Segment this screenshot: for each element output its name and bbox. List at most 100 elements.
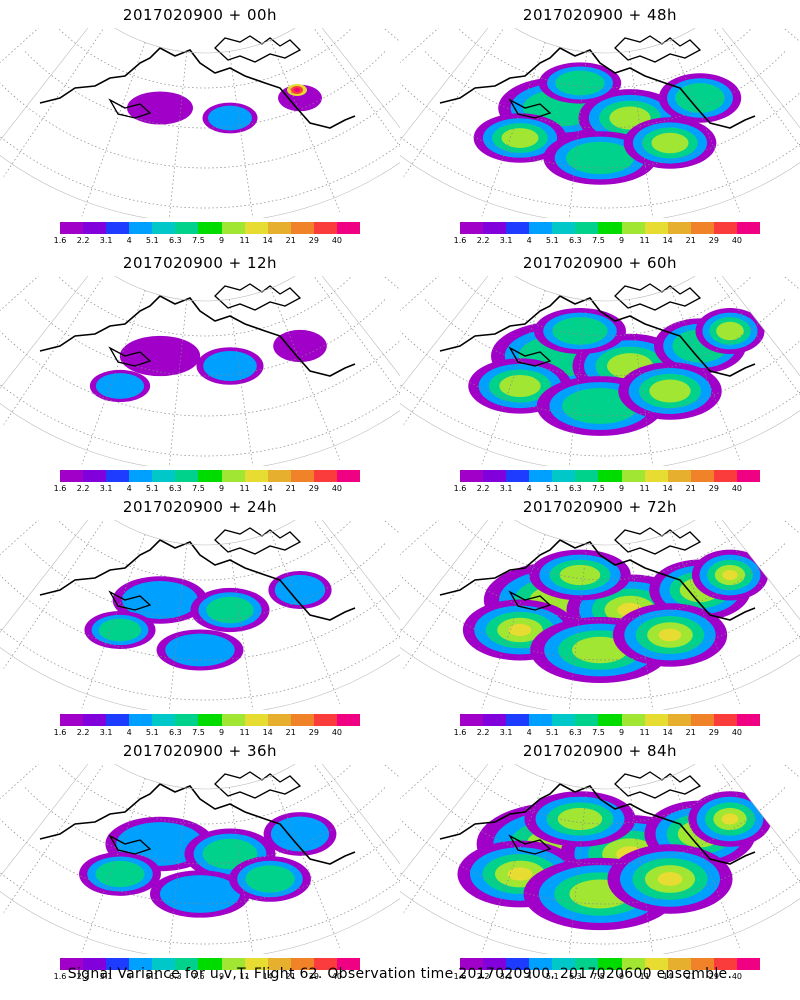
- colorbar-tick-label: 21: [285, 484, 296, 493]
- colorbar-tick-label: 6.3: [569, 728, 582, 737]
- arctic-islands-outline: [108, 283, 302, 367]
- colorbar-swatch: [267, 958, 291, 970]
- colorbar-tick-label: 11: [639, 728, 650, 737]
- colorbar-tick-label: 11: [239, 236, 250, 245]
- colorbar-tick-label: 1.6: [53, 728, 67, 737]
- colorbar-tick-label: 14: [662, 728, 673, 737]
- forecast-panel: 2017020900 + 84h 1.6 2.2 3.1 4 5.1 6.3 7.5 9 11 14…: [400, 736, 800, 984]
- colorbar-tick-label: 40: [731, 972, 743, 981]
- colorbar-tick-label: 40: [731, 728, 743, 737]
- panel-title: 2017020900 + 48h: [522, 6, 678, 24]
- forecast-panel: 2017020900 + 00h 1.6 2.2 3.1 4 5.1 6.3 7.5 9 11 14…: [0, 0, 400, 248]
- colorbar-swatch: [152, 714, 176, 726]
- colorbar-tick-label: 2.2: [476, 484, 490, 493]
- colorbar-tick-label: 1.6: [453, 972, 467, 981]
- colorbar-swatch: [690, 222, 714, 234]
- map-border: [0, 764, 400, 954]
- variance-contour: [122, 581, 198, 619]
- variance-contour: [95, 373, 145, 399]
- colorbar-tick-label: 14: [662, 484, 673, 493]
- colorbar-tick-label: 1.6: [53, 484, 67, 493]
- colorbar-tick-label: 6.3: [169, 728, 182, 737]
- colorbar-tick-label: 5.1: [545, 972, 559, 981]
- colorbar-tick-label: 29: [708, 728, 719, 737]
- colorbar-swatch: [290, 714, 314, 726]
- colorbar-swatch: [667, 714, 691, 726]
- colorbar-swatch: [575, 470, 599, 482]
- map-border: [0, 520, 400, 710]
- colorbar-swatch: [106, 470, 130, 482]
- colorbar-swatch: [152, 222, 176, 234]
- colorbar-tick-label: 3.1: [99, 236, 113, 245]
- variance-contour: [716, 321, 744, 341]
- colorbar-tick-label: 21: [685, 236, 696, 245]
- map-border: [400, 520, 800, 710]
- colorbar-labels: 1.6 2.2 3.1 4 5.1 6.3 7.5 9 11 14 21 29 40: [52, 484, 372, 494]
- colorbar-swatch: [129, 470, 153, 482]
- colorbar-swatch: [244, 714, 268, 726]
- colorbar-tick-label: 14: [262, 484, 273, 493]
- colorbar-tick-label: 40: [331, 728, 343, 737]
- colorbar-swatch: [221, 222, 245, 234]
- colorbar-tick-label: 14: [662, 972, 673, 981]
- variance-contour: [245, 865, 295, 893]
- variance-contour: [508, 623, 532, 637]
- forecast-panel: 2017020900 + 48h 1.6 2.2 3.1 4 5.1 6.3 7.5 9 11 14…: [400, 0, 800, 248]
- colorbar-swatch: [506, 222, 530, 234]
- colorbar-tick-label: 2.2: [76, 484, 90, 493]
- colorbar-swatch: [60, 470, 84, 482]
- colorbar-swatch: [460, 470, 484, 482]
- colorbar-tick-label: 3.1: [499, 236, 513, 245]
- colorbar-swatch: [460, 958, 484, 970]
- colorbar-swatch: [152, 958, 176, 970]
- colorbar-swatch: [506, 958, 530, 970]
- coastline: [39, 783, 356, 865]
- colorbar-swatch: [460, 222, 484, 234]
- colorbar-tick-label: 7.5: [192, 728, 205, 737]
- colorbar-tick-label: 14: [662, 236, 673, 245]
- colorbar-swatch: [460, 714, 484, 726]
- colorbar-tick-label: 11: [239, 728, 250, 737]
- colorbar-swatch: [83, 958, 107, 970]
- colorbar-tick-label: 40: [331, 236, 343, 245]
- colorbar-swatch: [621, 222, 645, 234]
- variance-contour: [165, 633, 235, 667]
- colorbar-tick-label: 7.5: [592, 236, 605, 245]
- colorbar-swatch: [221, 470, 245, 482]
- colorbar-swatch: [598, 714, 622, 726]
- colorbar-tick-label: 4: [526, 484, 532, 493]
- colorbar-swatch: [336, 958, 361, 970]
- colorbar-swatch: [667, 470, 691, 482]
- colorbar-tick-label: 21: [285, 972, 296, 981]
- map-border: [0, 28, 400, 218]
- colorbar-swatch: [575, 958, 599, 970]
- colorbar-swatch: [552, 958, 576, 970]
- map-domain: [0, 28, 400, 218]
- colorbar-swatch: [267, 222, 291, 234]
- colorbar-swatch: [60, 714, 84, 726]
- variance-contour: [273, 329, 327, 363]
- colorbar-swatch: [736, 714, 761, 726]
- colorbar-swatch: [244, 958, 268, 970]
- colorbar-swatch: [290, 958, 314, 970]
- colorbar-tick-label: 29: [708, 972, 719, 981]
- variance-contour: [572, 636, 628, 664]
- coastline: [39, 539, 356, 621]
- colorbar-swatch: [336, 714, 361, 726]
- colorbar-tick-label: 9: [618, 484, 625, 493]
- colorbar-tick-label: 4: [126, 484, 132, 493]
- colorbar-tick-label: 40: [331, 484, 343, 493]
- colorbar-swatch: [83, 222, 107, 234]
- colorbar-tick-label: 7.5: [592, 728, 605, 737]
- arctic-islands-outline: [508, 527, 702, 611]
- colorbar-swatch: [175, 222, 199, 234]
- variance-contour: [294, 88, 300, 92]
- colorbar-swatch: [644, 958, 668, 970]
- colorbar-swatch: [483, 714, 507, 726]
- colorbar-labels: 1.6 2.2 3.1 4 5.1 6.3 7.5 9 11 14 21 29 40: [452, 236, 772, 246]
- panel-title: 2017020900 + 72h: [522, 498, 678, 516]
- colorbar-labels: 1.6 2.2 3.1 4 5.1 6.3 7.5 9 11 14 21 29 40: [452, 728, 772, 738]
- variance-contour: [649, 379, 691, 403]
- colorbar-tick-label: 5.1: [545, 728, 559, 737]
- forecast-panel: 2017020900 + 60h 1.6 2.2 3.1 4 5.1 6.3 7.5 9 11 14…: [400, 248, 800, 496]
